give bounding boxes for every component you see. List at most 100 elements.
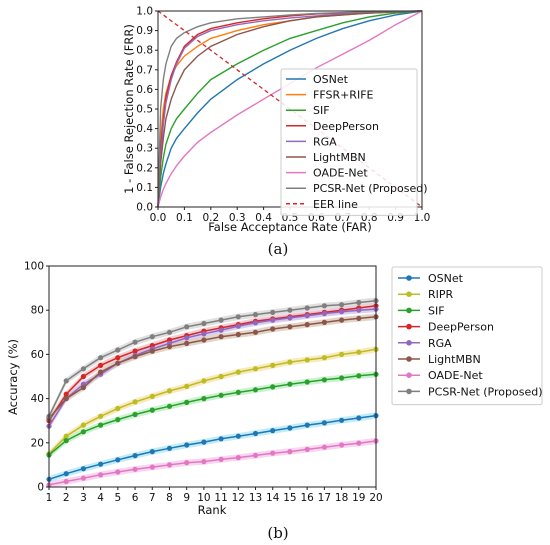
point-osnet [201,439,207,445]
point-pcsr-net-proposed [270,309,276,315]
point-deepperson [80,373,86,380]
x-tick-label: 1 [46,492,53,504]
x-tick-label: 15 [283,492,296,504]
panel-b: 1 2 3 4 5 6 7 8 9 10 11 12 13 14 15 16 17 18 19 20020406080… [6,261,543,542]
panel-b-frame [48,265,377,488]
point-pcsr-net-proposed [321,303,327,309]
x-tick-label: 11 [214,492,227,504]
point-lightmbn [115,360,121,366]
rank-line-deepperson [48,305,377,422]
panel-b-xlabel: Rank [198,503,227,517]
point-oade-net [252,452,259,458]
point-oade-net [304,446,310,452]
point-osnet [287,425,293,431]
point-oade-net [270,450,276,456]
point-osnet [270,428,276,434]
legend-label-ripr: RIPR [428,288,454,301]
point-rga [304,313,310,319]
x-tick-label: 0.3 [229,212,246,224]
point-rga [235,323,241,329]
panel-b-ylabel: Accuracy (%) [6,339,20,415]
point-ripr [115,405,121,412]
panel-b-marks [46,297,379,488]
point-sif [304,379,310,385]
rank-line-oade-net [48,440,377,486]
x-tick-label: 0.4 [255,212,272,224]
point-oade-net [132,466,138,472]
rank-line-lightmbn [48,316,377,419]
point-ripr [132,399,138,405]
point-ripr [201,378,207,384]
legend-label-lightmbn: LightMBN [313,151,366,164]
panel-a-ylabel: 1 - False Rejection Rate (FRR) [122,24,136,194]
legend-label-sif: SIF [313,104,330,117]
rank-line-pcsr-net-proposed [48,299,377,417]
point-ripr [270,362,276,368]
legend-label-osnet: OSNet [428,272,464,285]
point-oade-net [80,475,86,481]
panel-b-caption: (b) [267,524,288,542]
x-tick-label: 18 [335,492,348,504]
legend-label-oade-net: OADE-Net [428,369,483,382]
y-tick-label: 0.8 [136,45,153,57]
point-pcsr-net-proposed [149,334,155,340]
point-rga [184,335,190,341]
point-osnet [321,420,327,426]
point-lightmbn [98,369,104,375]
point-sif [201,396,207,402]
point-sif [184,399,190,405]
legend-marker-osnet [406,275,412,281]
panel-a-caption: (a) [268,240,289,258]
legend-marker-rga [406,340,412,346]
point-pcsr-net-proposed [184,324,190,330]
rank-line-rga [48,308,377,427]
point-oade-net [184,460,190,466]
legend-label-lightmbn: LightMBN [428,353,481,366]
point-ripr [356,349,362,355]
point-lightmbn [252,329,259,335]
point-oade-net [218,456,224,462]
y-tick-label: 0.7 [136,64,153,76]
y-tick-label: 40 [31,393,44,405]
legend-label-sif: SIF [428,304,445,317]
y-tick-label: 20 [31,437,44,449]
point-ripr [149,393,155,399]
point-rga [252,320,259,326]
point-osnet [115,457,121,463]
band-osnet [49,412,376,483]
point-sif [218,392,224,398]
legend-label-deepperson: DeepPerson [428,321,494,334]
point-ripr [321,355,327,361]
rank-line-ripr [48,348,377,455]
point-sif [115,417,121,423]
rank-line-sif [48,373,377,456]
x-tick-label: 13 [249,492,262,504]
band-lightmbn [49,313,376,422]
band-deepperson [49,302,376,424]
y-tick-label: 60 [31,349,44,361]
point-lightmbn [166,344,173,350]
point-osnet [235,433,241,439]
point-ripr [252,366,259,372]
y-tick-label: 80 [31,305,44,317]
point-rga [339,309,345,315]
point-osnet [304,422,310,428]
point-osnet [80,466,86,472]
legend-label-osnet: OSNet [313,73,349,86]
point-sif [98,422,104,428]
point-pcsr-net-proposed [287,307,293,313]
point-lightmbn [132,354,138,360]
point-lightmbn [63,396,69,402]
legend-label-ffsr-rife: FFSR+RIFE [313,89,374,102]
panel-a: 0.0 0.1 0.2 0.3 0.4 0.5 0.6 0.7 0.8 0.9 1.0 0.0 0.1 0… [122,6,430,259]
point-lightmbn [80,385,86,391]
point-lightmbn [218,334,224,340]
point-lightmbn [270,326,276,332]
point-sif [252,387,259,393]
point-osnet [63,471,69,477]
point-ripr [218,373,224,380]
point-ripr [166,388,173,394]
x-tick-label: 6 [132,492,139,504]
legend-marker-sif [406,307,412,314]
